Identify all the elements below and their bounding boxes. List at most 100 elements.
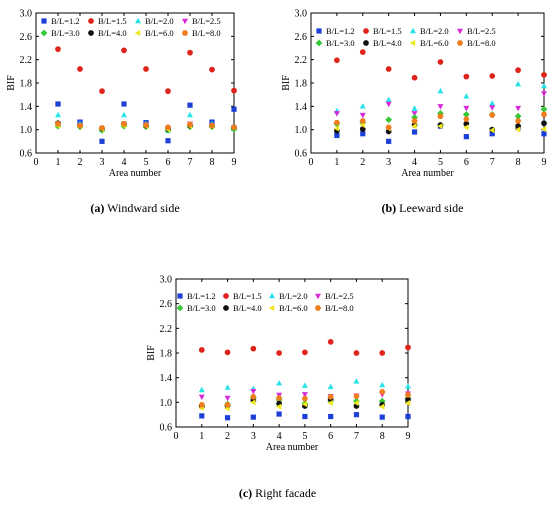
series-b-l-1-5 [198, 339, 411, 356]
data-point [541, 120, 547, 127]
y-tick-label: 3.0 [20, 9, 33, 20]
legend-marker [410, 27, 416, 34]
y-tick-label: 1.4 [20, 102, 33, 113]
legend-label: B/L=2.5 [192, 16, 221, 26]
legend-marker [314, 305, 322, 311]
data-point [333, 111, 340, 117]
data-point [462, 111, 470, 118]
data-point [187, 49, 193, 56]
x-tick-label: 5 [302, 431, 307, 442]
legend-label: B/L=4.0 [373, 38, 402, 48]
legend-marker [269, 292, 275, 299]
x-tick-label: 7 [354, 431, 359, 442]
series-b-l-2-5 [333, 91, 547, 119]
caption-windward-label: (a) [90, 201, 105, 215]
legend-label: B/L=1.2 [51, 16, 80, 26]
legend-label: B/L=1.2 [326, 26, 355, 36]
y-tick-label: 1.0 [20, 125, 33, 136]
data-point [230, 124, 238, 131]
data-point [198, 347, 205, 353]
data-point [514, 126, 521, 133]
legend-marker [88, 18, 94, 24]
series-b-l-2-0 [198, 378, 411, 393]
legend-label: B/L=8.0 [325, 303, 354, 313]
legend-marker [41, 18, 47, 24]
data-point [541, 91, 547, 97]
data-point [404, 392, 412, 398]
legend-marker [363, 28, 369, 34]
legend-label: B/L=8.0 [467, 38, 496, 48]
data-point [76, 122, 84, 129]
x-axis-label: Area number [401, 168, 454, 179]
series-b-l-1-5 [334, 49, 547, 81]
legend-label: B/L=3.0 [51, 28, 80, 38]
data-point [353, 412, 360, 418]
data-point [360, 131, 366, 137]
data-point [301, 395, 309, 402]
data-point [327, 399, 333, 406]
data-point [208, 122, 216, 129]
x-tick-label: 9 [406, 431, 411, 442]
legend-marker [457, 28, 463, 35]
x-tick-label: 7 [188, 157, 193, 168]
legend-label: B/L=8.0 [192, 28, 221, 38]
data-point [333, 119, 341, 126]
x-tick-label: 4 [277, 431, 282, 442]
data-point [353, 399, 359, 406]
x-tick-label: 2 [360, 157, 365, 168]
legend-label: B/L=6.0 [145, 28, 174, 38]
data-point [541, 82, 547, 89]
data-point [463, 134, 469, 140]
data-point [541, 71, 547, 78]
data-point [327, 339, 334, 345]
data-point [515, 80, 522, 87]
legend-label: B/L=3.0 [187, 303, 216, 313]
legend-label: B/L=1.2 [187, 291, 216, 301]
x-tick-label: 6 [464, 157, 469, 168]
x-tick-label: 0 [174, 431, 179, 442]
y-tick-label: 2.6 [20, 32, 33, 43]
chart-panel-leeward: 0 1 2 3 4 5 6 7 8 9 0.6 1.0 1.4 1.8 2.2 2.6 3.0 Area numb… [275, 0, 550, 195]
plot-frame [175, 278, 409, 428]
data-point [198, 394, 205, 401]
data-point [121, 111, 127, 118]
caption-right-facade: (c) Right facade [140, 486, 415, 501]
y-tick-label: 1.4 [160, 373, 173, 384]
data-point [250, 389, 257, 395]
caption-right-facade-text: Right facade [255, 486, 317, 500]
data-point [276, 350, 282, 356]
legend: B/L=1.2 B/L=1.5 B/L=2.0 B/L=2.5 B/L=3.0 B/L=4… [176, 291, 354, 313]
data-point [353, 350, 360, 356]
data-point [489, 112, 496, 118]
x-tick-label: 4 [122, 157, 127, 168]
caption-leeward-label: (b) [381, 201, 397, 215]
data-point [99, 88, 105, 95]
data-point [359, 103, 366, 109]
legend-label: B/L=2.0 [145, 16, 174, 26]
data-point [404, 399, 411, 406]
y-tick-label: 2.2 [295, 55, 308, 66]
data-point [142, 122, 150, 128]
data-point [540, 105, 548, 113]
data-point [411, 118, 418, 124]
series-b-l-8-0 [333, 111, 548, 131]
data-point [333, 125, 340, 132]
legend-marker [135, 17, 141, 24]
data-point [489, 100, 496, 106]
x-tick-label: 3 [251, 431, 256, 442]
data-point [301, 401, 308, 408]
data-point [121, 47, 127, 54]
data-point [385, 66, 392, 72]
data-point [302, 349, 308, 356]
data-point [224, 349, 231, 356]
data-point [164, 124, 172, 131]
data-point [77, 66, 83, 72]
data-point [209, 66, 215, 73]
data-point [334, 57, 340, 64]
data-point [463, 116, 470, 122]
data-point [463, 73, 470, 80]
data-point [463, 105, 470, 112]
x-tick-label: 5 [144, 157, 149, 168]
x-tick-label: 5 [438, 157, 443, 168]
data-point [359, 49, 366, 55]
